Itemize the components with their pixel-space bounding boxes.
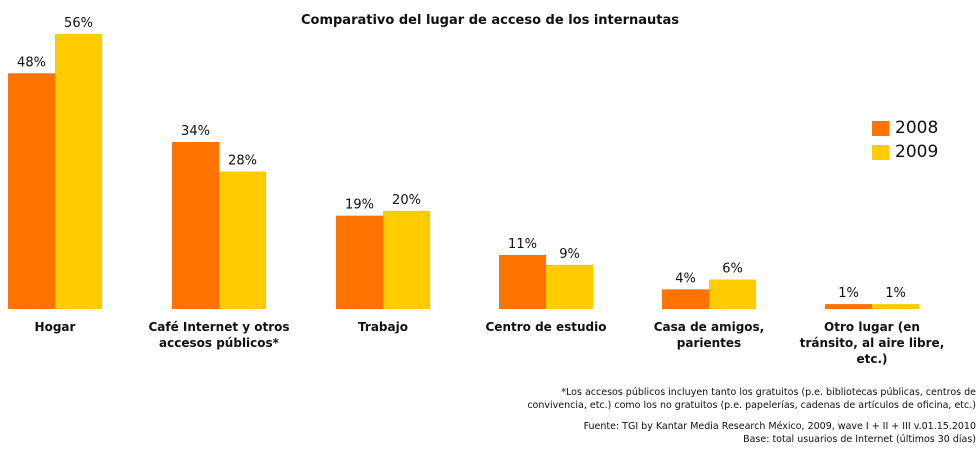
source-line-2: Base: total usuarios de Internet (último… (743, 434, 976, 445)
bar-2009-3 (383, 210, 430, 309)
value-label-2009-5: 6% (722, 262, 743, 277)
value-label-2008-4: 11% (508, 237, 537, 252)
value-label-2008-6: 1% (838, 286, 859, 301)
bar-2008-3 (336, 215, 383, 309)
bar-2009-1 (55, 34, 102, 309)
legend-label-2009: 2009 (895, 142, 939, 162)
bar-2008-1 (8, 73, 55, 310)
value-label-2008-5: 4% (675, 271, 696, 286)
bar-2009-5 (709, 279, 756, 309)
legend-item-2009: 2009 (872, 140, 938, 164)
value-label-2008-2: 34% (181, 124, 210, 139)
legend-item-2008: 2008 (872, 116, 938, 140)
category-label-6: Otro lugar (en (824, 320, 920, 334)
bar-2009-6 (872, 304, 919, 309)
category-label-3: Trabajo (358, 320, 408, 334)
bar-2008-6 (825, 304, 872, 309)
value-label-2009-3: 20% (392, 193, 421, 208)
bar-2009-2 (219, 171, 266, 309)
legend-label-2008: 2008 (895, 118, 939, 138)
category-label-1: Hogar (35, 320, 76, 334)
chart-title: Comparativo del lugar de acceso de los i… (300, 13, 679, 28)
legend-swatch-2008 (872, 120, 889, 136)
source-note: Fuente: TGI by Kantar Media Research Méx… (584, 420, 976, 446)
value-label-2008-1: 48% (17, 55, 46, 70)
value-label-2009-6: 1% (885, 286, 906, 301)
category-label-5: parientes (677, 336, 741, 350)
source-line-1: Fuente: TGI by Kantar Media Research Méx… (583, 421, 976, 432)
category-label-6: tránsito, al aire libre, (800, 336, 945, 350)
footnote-line-2: convivencia, etc.) como los no gratuitos… (527, 400, 976, 411)
value-label-2009-1: 56% (64, 16, 93, 31)
footnote-line-1: *Los accesos públicos incluyen tanto los… (561, 387, 976, 398)
category-label-2: Café Internet y otros (148, 320, 289, 334)
category-label-4: Centro de estudio (486, 320, 607, 334)
value-label-2008-3: 19% (345, 198, 374, 213)
bar-2008-4 (499, 254, 546, 309)
bar-2008-5 (662, 289, 709, 309)
legend: 2008 2009 (872, 116, 938, 164)
value-label-2009-4: 9% (559, 247, 580, 262)
footnote: *Los accesos públicos incluyen tanto los… (527, 386, 976, 412)
category-label-6: etc.) (856, 352, 887, 366)
legend-swatch-2009 (872, 144, 889, 160)
category-label-5: Casa de amigos, (654, 320, 764, 334)
bar-2009-4 (546, 264, 593, 309)
bar-2008-2 (172, 142, 219, 309)
category-label-2: accesos públicos* (159, 336, 280, 350)
value-label-2009-2: 28% (228, 154, 257, 169)
